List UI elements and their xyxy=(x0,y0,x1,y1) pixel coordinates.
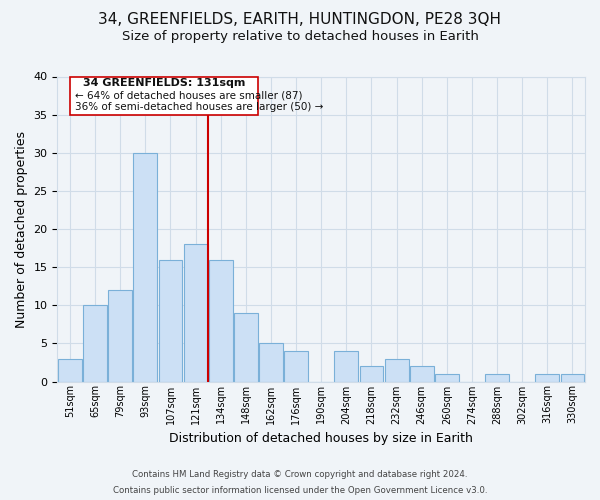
Bar xyxy=(560,374,584,382)
Bar xyxy=(535,374,559,382)
Bar xyxy=(284,351,308,382)
Y-axis label: Number of detached properties: Number of detached properties xyxy=(15,130,28,328)
Bar xyxy=(209,260,233,382)
Bar xyxy=(259,344,283,382)
Bar xyxy=(83,306,107,382)
Bar xyxy=(234,313,258,382)
Bar xyxy=(108,290,132,382)
Text: Contains HM Land Registry data © Crown copyright and database right 2024.: Contains HM Land Registry data © Crown c… xyxy=(132,470,468,479)
Bar xyxy=(334,351,358,382)
Text: 34 GREENFIELDS: 131sqm: 34 GREENFIELDS: 131sqm xyxy=(83,78,245,88)
Bar xyxy=(385,358,409,382)
Text: Contains public sector information licensed under the Open Government Licence v3: Contains public sector information licen… xyxy=(113,486,487,495)
Text: ← 64% of detached houses are smaller (87): ← 64% of detached houses are smaller (87… xyxy=(75,90,303,101)
Text: 36% of semi-detached houses are larger (50) →: 36% of semi-detached houses are larger (… xyxy=(75,102,323,112)
X-axis label: Distribution of detached houses by size in Earith: Distribution of detached houses by size … xyxy=(169,432,473,445)
Bar xyxy=(435,374,459,382)
Text: 34, GREENFIELDS, EARITH, HUNTINGDON, PE28 3QH: 34, GREENFIELDS, EARITH, HUNTINGDON, PE2… xyxy=(98,12,502,28)
Bar xyxy=(485,374,509,382)
Bar xyxy=(410,366,434,382)
Bar xyxy=(133,153,157,382)
Text: Size of property relative to detached houses in Earith: Size of property relative to detached ho… xyxy=(122,30,478,43)
FancyBboxPatch shape xyxy=(70,76,259,114)
Bar xyxy=(158,260,182,382)
Bar xyxy=(359,366,383,382)
Bar xyxy=(184,244,208,382)
Bar xyxy=(58,358,82,382)
